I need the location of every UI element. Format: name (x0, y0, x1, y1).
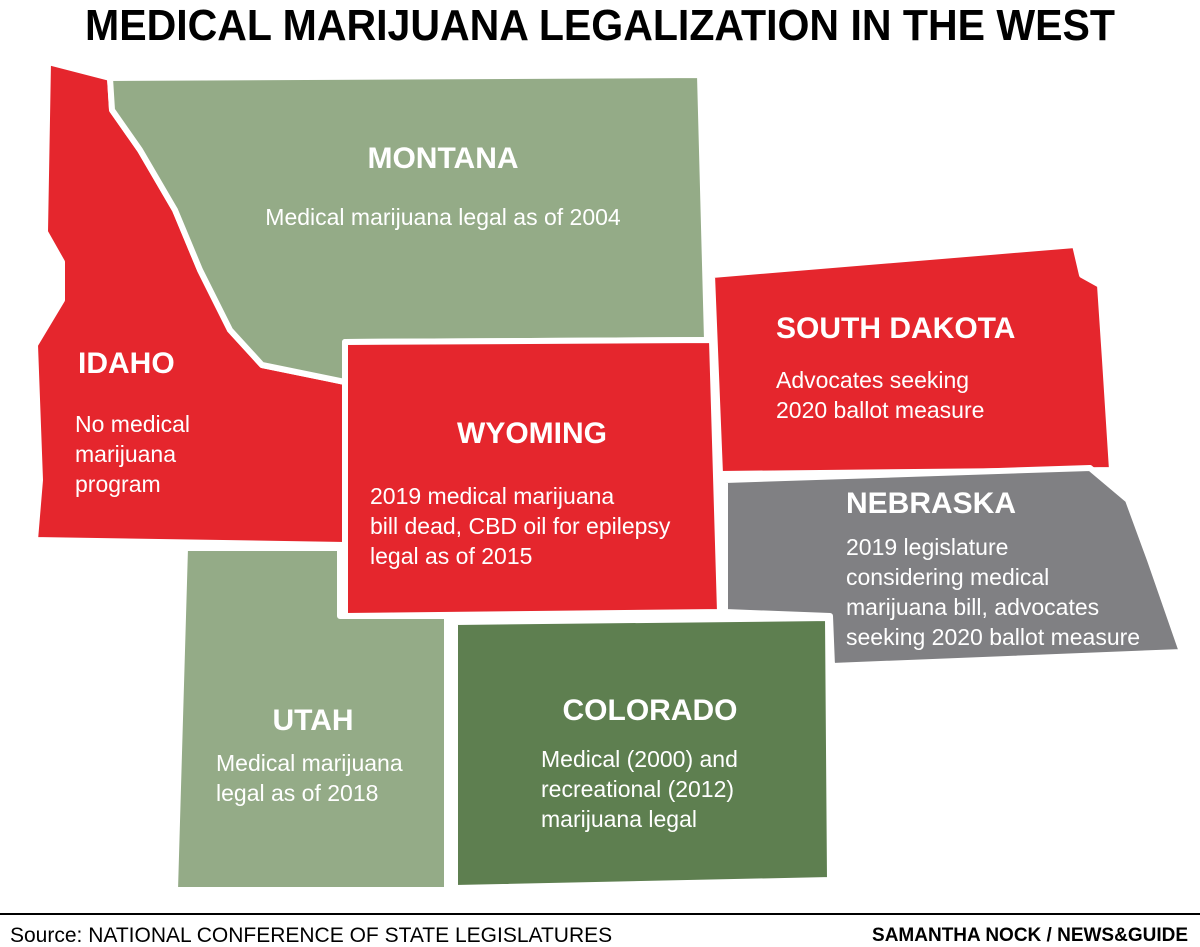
wyoming-label: WYOMING 2019 medical marijuana bill dead… (370, 417, 671, 569)
state-note: Advocates seeking (776, 367, 969, 393)
state-note: marijuana bill, advocates (846, 594, 1099, 620)
montana-label: MONTANA Medical marijuana legal as of 20… (265, 142, 621, 230)
utah-shape (172, 545, 450, 893)
state-name: COLORADO (563, 694, 738, 727)
colorado-shape (452, 615, 833, 891)
state-note: 2020 ballot measure (776, 397, 984, 423)
nebraska-label: NEBRASKA 2019 legislature considering me… (846, 487, 1140, 650)
state-note: Medical marijuana legal as of 2004 (265, 204, 621, 230)
state-note: 2019 medical marijuana (370, 483, 614, 509)
state-note: legal as of 2015 (370, 543, 532, 569)
nebraska-shape (722, 465, 1185, 669)
state-note: marijuana (75, 441, 176, 467)
colorado-label: COLORADO Medical (2000) and recreational… (541, 694, 738, 832)
south-dakota-shape (709, 242, 1115, 477)
source: Source: NATIONAL CONFERENCE OF STATE LEG… (10, 924, 612, 947)
state-note: seeking 2020 ballot measure (846, 624, 1140, 650)
state-note: marijuana legal (541, 806, 697, 832)
idaho-label: IDAHO No medical marijuana program (75, 347, 190, 497)
state-note: recreational (2012) (541, 776, 734, 802)
state-name: WYOMING (457, 417, 607, 450)
state-note: program (75, 471, 161, 497)
state-name: IDAHO (78, 347, 175, 380)
state-name: UTAH (272, 704, 353, 737)
south-dakota-label: SOUTH DAKOTA Advocates seeking 2020 ball… (776, 312, 1015, 423)
state-note: No medical (75, 411, 190, 437)
title: MEDICAL MARIJUANA LEGALIZATION IN THE WE… (85, 1, 1115, 50)
state-note: Medical (2000) and (541, 746, 738, 772)
wyoming-shape (342, 337, 723, 619)
credit: SAMANTHA NOCK / NEWS&GUIDE (872, 925, 1188, 946)
state-note: 2019 legislature (846, 534, 1008, 560)
montana-shape (107, 72, 710, 385)
state-name: NEBRASKA (846, 487, 1016, 520)
state-note: bill dead, CBD oil for epilepsy (370, 513, 671, 539)
state-note: considering medical (846, 564, 1049, 590)
state-note: Medical marijuana (216, 750, 403, 776)
state-name: MONTANA (367, 142, 518, 175)
utah-label: UTAH Medical marijuana legal as of 2018 (216, 704, 403, 806)
state-note: legal as of 2018 (216, 780, 378, 806)
state-name: SOUTH DAKOTA (776, 312, 1015, 345)
